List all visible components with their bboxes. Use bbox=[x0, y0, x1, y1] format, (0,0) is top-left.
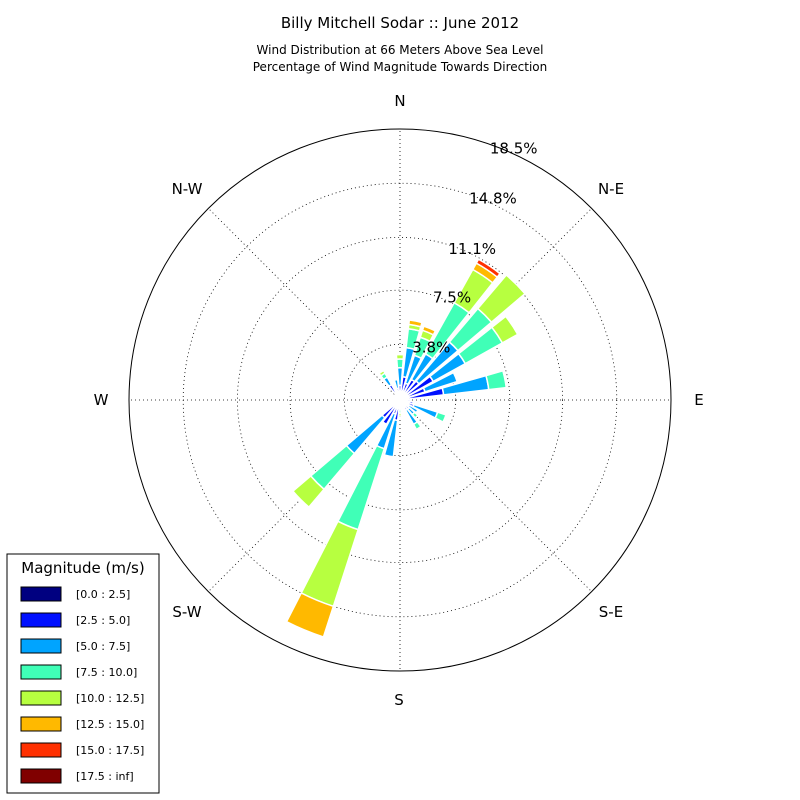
legend-swatch bbox=[20, 716, 62, 732]
grid-spoke bbox=[208, 208, 401, 401]
ring-label: 11.1% bbox=[448, 240, 496, 258]
legend-swatch bbox=[20, 664, 62, 680]
legend-swatch bbox=[20, 768, 62, 784]
wind-bar-segment bbox=[434, 411, 447, 424]
grid-ring bbox=[289, 289, 511, 511]
wind-bar-segment bbox=[378, 369, 387, 377]
ring-label: 18.5% bbox=[490, 140, 538, 158]
legend-title: Magnitude (m/s) bbox=[21, 559, 144, 577]
legend-swatch bbox=[20, 586, 62, 602]
direction-label: S-E bbox=[599, 603, 623, 621]
ring-label: 14.8% bbox=[469, 190, 517, 208]
wind-bar-segment bbox=[291, 474, 326, 509]
ring-label: 7.5% bbox=[433, 288, 471, 306]
legend-label: [10.0 : 12.5] bbox=[76, 692, 144, 705]
direction-label: N-W bbox=[172, 180, 203, 198]
grid-ring bbox=[343, 343, 457, 457]
direction-label: W bbox=[94, 391, 109, 409]
wind-bar-segment bbox=[395, 358, 405, 369]
wind-bar-segment bbox=[475, 258, 502, 279]
legend-label: [15.0 : 17.5] bbox=[76, 744, 144, 757]
chart-subtitle-line-2: Percentage of Wind Magnitude Towards Dir… bbox=[253, 60, 547, 74]
chart-subtitle-line-1: Wind Distribution at 66 Meters Above Sea… bbox=[257, 43, 544, 57]
wind-bar-segment bbox=[383, 418, 399, 458]
wind-bar-segment bbox=[490, 315, 519, 344]
legend-label: [2.5 : 5.0] bbox=[76, 614, 130, 627]
legend-swatch bbox=[20, 742, 62, 758]
legend-label: [7.5 : 10.0] bbox=[76, 666, 137, 679]
wind-bar-segment bbox=[421, 325, 437, 336]
wind-bar-segment bbox=[300, 520, 360, 608]
legend-label: [0.0 : 2.5] bbox=[76, 588, 130, 601]
direction-label: E bbox=[694, 391, 703, 409]
wind-bar-segment bbox=[393, 378, 400, 390]
direction-label: S bbox=[394, 691, 404, 709]
grid-ring bbox=[128, 128, 672, 672]
axis-labels: N N-E E S-E S S-W W N-W 3.8% 7.5% 11.1% 14.8% 18.5% bbox=[94, 92, 704, 709]
wind-bar-segment bbox=[422, 371, 459, 393]
wind-bar-segment bbox=[412, 420, 422, 431]
wind-bar-segment bbox=[411, 411, 419, 419]
grid-spoke bbox=[399, 399, 592, 592]
polar-grid bbox=[128, 128, 672, 672]
wind-bar-segment bbox=[485, 369, 508, 391]
legend-label: [5.0 : 7.5] bbox=[76, 640, 130, 653]
wind-bar-segment bbox=[407, 319, 423, 328]
ring-label: 3.8% bbox=[412, 339, 450, 357]
chart-title: Billy Mitchell Sodar :: June 2012 bbox=[281, 14, 519, 32]
legend-swatch bbox=[20, 690, 62, 706]
direction-label: N-E bbox=[598, 180, 624, 198]
wind-bar-segment bbox=[476, 274, 526, 324]
wind-bars bbox=[285, 258, 526, 638]
legend-swatch bbox=[20, 638, 62, 654]
legend: Magnitude (m/s) [0.0 : 2.5] [2.5 : 5.0] [5… bbox=[6, 553, 160, 794]
direction-label: S-W bbox=[172, 603, 201, 621]
legend-label: [12.5 : 15.0] bbox=[76, 718, 144, 731]
legend-swatch bbox=[20, 612, 62, 628]
grid-ring bbox=[236, 236, 564, 564]
wind-bar-segment bbox=[285, 591, 335, 638]
wind-bar-segment bbox=[395, 353, 405, 360]
legend-label: [17.5 : inf] bbox=[76, 770, 134, 783]
direction-label: N bbox=[394, 92, 405, 110]
